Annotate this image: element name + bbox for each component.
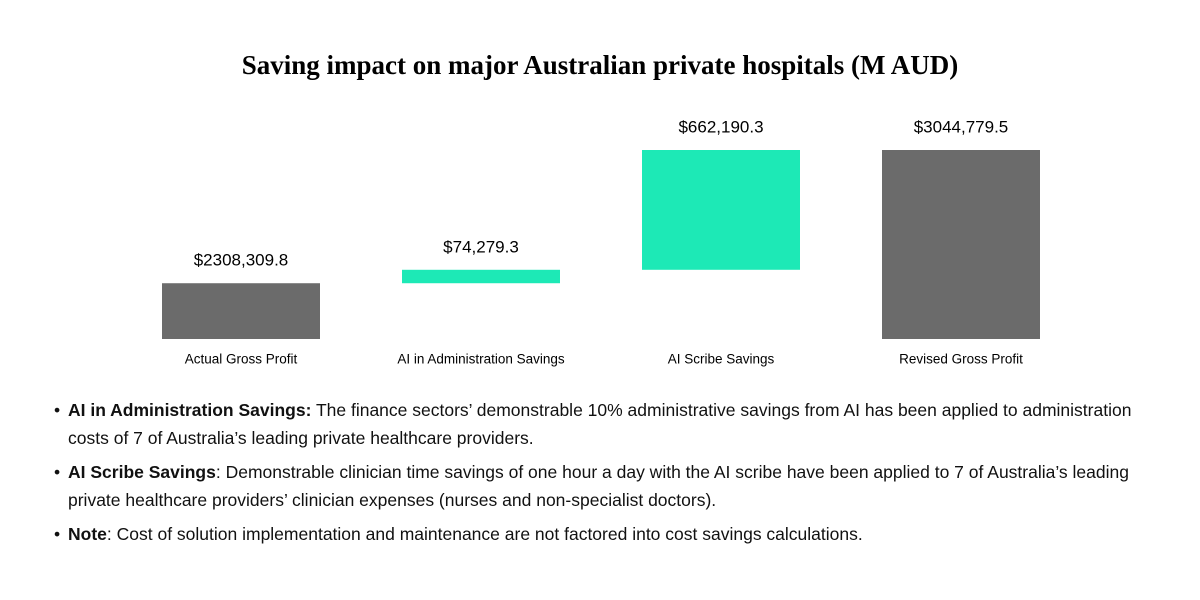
- note-label: AI Scribe Savings: [68, 462, 216, 482]
- note-text: : Demonstrable clinician time savings of…: [68, 462, 1129, 510]
- bar: [162, 283, 320, 339]
- value-label: $74,279.3: [443, 237, 519, 256]
- note: Note: Cost of solution implementation an…: [52, 520, 1162, 548]
- notes: AI in Administration Savings: The financ…: [52, 396, 1162, 554]
- value-label: $3044,779.5: [914, 117, 1009, 136]
- note: AI Scribe Savings: Demonstrable clinicia…: [52, 458, 1162, 514]
- x-tick-label: Revised Gross Profit: [899, 352, 1023, 367]
- bar: [882, 150, 1040, 339]
- note-label: AI in Administration Savings:: [68, 400, 312, 420]
- bar: [402, 269, 560, 284]
- note-text: The finance sectors’ demonstrable 10% ad…: [68, 400, 1132, 448]
- value-label: $2308,309.8: [194, 251, 289, 270]
- x-tick-label: AI Scribe Savings: [668, 352, 775, 367]
- x-tick-label: Actual Gross Profit: [185, 352, 298, 367]
- x-tick-label: AI in Administration Savings: [397, 352, 565, 367]
- chart: Saving impact on major Australian privat…: [162, 50, 1040, 367]
- note-text: : Cost of solution implementation and ma…: [106, 524, 863, 544]
- note: AI in Administration Savings: The financ…: [52, 396, 1162, 452]
- chart-title: Saving impact on major Australian privat…: [242, 50, 959, 80]
- value-label: $662,190.3: [678, 117, 763, 136]
- note-label: Note: [68, 524, 107, 544]
- bar: [642, 150, 800, 270]
